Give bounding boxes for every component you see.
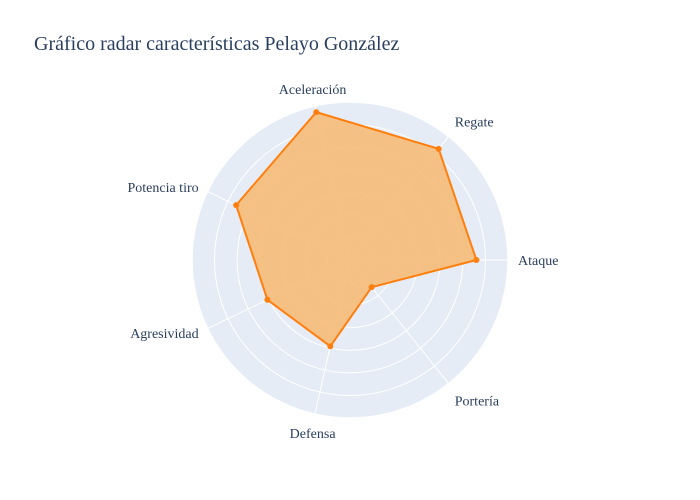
chart-title: Gráfico radar características Pelayo Gon… bbox=[34, 33, 400, 55]
data-point bbox=[233, 202, 240, 209]
axis-label: Defensa bbox=[290, 427, 337, 442]
series-points bbox=[233, 109, 480, 350]
data-point bbox=[327, 343, 334, 350]
axis-label: Ataque bbox=[518, 254, 558, 269]
data-point bbox=[435, 145, 442, 152]
data-point bbox=[368, 284, 375, 291]
series-area bbox=[235, 111, 478, 348]
data-point bbox=[473, 257, 480, 263]
axis-label: Regate bbox=[455, 116, 494, 131]
axis-label: Aceleración bbox=[279, 83, 347, 98]
data-point bbox=[313, 109, 320, 116]
axis-label: Potencia tiro bbox=[127, 181, 198, 196]
data-point bbox=[264, 296, 271, 303]
axis-label: Agresividad bbox=[130, 327, 198, 342]
axis-labels: Ataque Regate Aceleración Potencia tiro Agre… bbox=[127, 83, 558, 442]
axis-label: Portería bbox=[455, 394, 500, 409]
